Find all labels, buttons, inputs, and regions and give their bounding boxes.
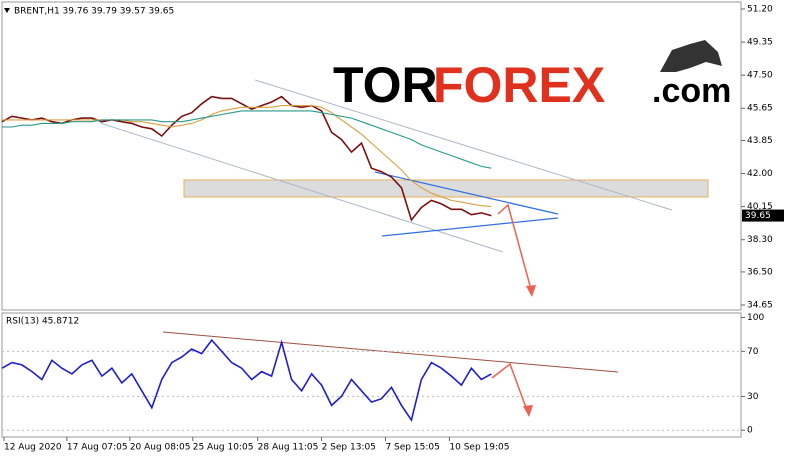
rsi-panel <box>1 312 742 438</box>
series-line <box>2 110 492 169</box>
x-tick-label: 10 Sep 19:05 <box>449 443 509 453</box>
triangle-line <box>374 171 559 215</box>
forecast-arrow <box>497 203 533 294</box>
y-tick-label: 49.35 <box>747 38 773 48</box>
x-tick-label: 25 Aug 10:05 <box>193 443 254 453</box>
y-tick-label: 51.20 <box>747 4 773 14</box>
y-tick-label: 0 <box>747 426 753 436</box>
series-line <box>1 338 492 423</box>
x-tick-label: 7 Sep 15:05 <box>385 443 439 453</box>
bull-icon <box>660 40 722 72</box>
rsi-trend-line <box>162 331 619 373</box>
arrow-head <box>526 285 536 297</box>
x-tick-label: 2 Sep 13:05 <box>322 443 376 453</box>
x-tick-label: 20 Aug 08:05 <box>130 443 191 453</box>
y-tick-label: 70 <box>747 347 759 357</box>
x-tick-label: 12 Aug 2020 <box>4 443 62 453</box>
y-tick-label: 34.65 <box>747 300 773 310</box>
triangle-line <box>381 217 559 237</box>
arrow-head <box>523 405 533 417</box>
y-tick-label: 45.65 <box>747 104 773 114</box>
price-panel <box>1 1 742 311</box>
channel-line <box>254 79 673 211</box>
x-tick-label: 17 Aug 07:05 <box>67 443 128 453</box>
y-tick-label: 43.85 <box>747 136 773 146</box>
y-tick-label: 36.50 <box>747 267 773 277</box>
chart-title: BRENT,H1 39.76 39.79 39.57 39.65 <box>14 7 174 17</box>
watermark: FOREX <box>433 57 605 113</box>
y-tick-label: 40.15 <box>747 202 773 212</box>
menu-icon <box>4 8 10 13</box>
watermark: .com <box>652 72 731 110</box>
y-tick-label: 42.00 <box>747 169 773 179</box>
series-line <box>2 105 492 208</box>
rsi-title: RSI(13) 45.8712 <box>6 317 79 327</box>
last-price-box <box>742 209 784 222</box>
y-tick-label: 47.50 <box>747 71 773 81</box>
y-tick-label: 38.30 <box>747 235 773 245</box>
y-tick-label: 100 <box>747 313 764 323</box>
y-tick-label: 30 <box>747 392 759 402</box>
x-tick-label: 28 Aug 11:05 <box>258 443 319 453</box>
last-price-label: 39.65 <box>745 211 771 221</box>
series-line <box>1 95 492 222</box>
watermark: TOR <box>333 57 438 113</box>
